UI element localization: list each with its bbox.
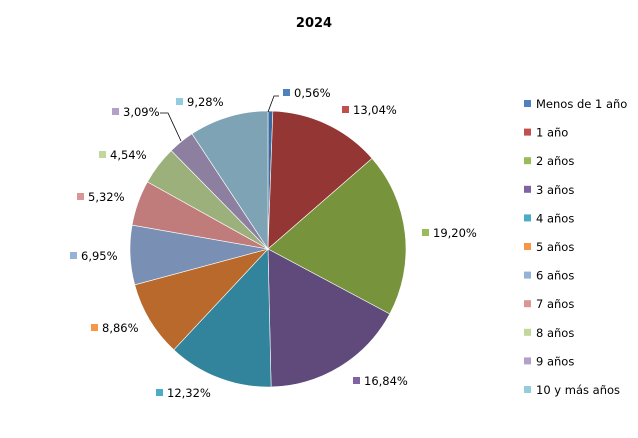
data-label: 13,04%: [353, 103, 397, 117]
legend-item: 10 y más años: [524, 383, 620, 397]
legend-item: 9 años: [524, 354, 574, 368]
legend-marker: [524, 214, 531, 222]
pie-slice-4: [173, 248, 272, 388]
data-label: 3,09%: [123, 105, 160, 119]
data-label-marker: [70, 252, 77, 259]
data-label-marker: [342, 106, 349, 113]
data-label: 9,28%: [187, 95, 224, 109]
pie-slice-1: [267, 110, 373, 250]
data-label-marker: [176, 98, 183, 105]
legend-label: 2 años: [536, 154, 574, 168]
pie-slice-3: [267, 248, 391, 388]
legend-marker: [524, 157, 531, 165]
data-label: 6,95%: [81, 249, 118, 263]
legend-marker: [524, 328, 531, 336]
legend-marker: [524, 100, 531, 107]
legend-item: 1 año: [524, 126, 568, 140]
data-label-marker: [283, 89, 290, 96]
data-label-marker: [77, 193, 84, 200]
leader-line: [267, 95, 279, 113]
data-label-marker: [353, 377, 360, 384]
legend-item: 5 años: [524, 240, 574, 254]
legend-label: 5 años: [536, 240, 574, 254]
data-label-marker: [99, 151, 106, 158]
leader-line: [160, 112, 182, 142]
legend-item: 4 años: [524, 211, 574, 225]
pie-slice-2: [267, 157, 407, 315]
legend-label: 4 años: [536, 211, 574, 225]
legend-marker: [524, 271, 531, 279]
legend-label: 8 años: [536, 326, 574, 340]
legend-marker: [524, 128, 531, 136]
data-label: 12,32%: [167, 386, 211, 400]
legend-label: 9 años: [536, 354, 574, 368]
legend-label: 3 años: [536, 183, 574, 197]
legend-label: Menos de 1 año: [536, 97, 627, 111]
chart-title: 2024: [296, 16, 332, 31]
data-label: 8,86%: [102, 321, 139, 335]
legend-marker: [524, 300, 531, 308]
data-label: 0,56%: [294, 86, 331, 100]
data-label: 16,84%: [364, 374, 408, 388]
legend-label: 7 años: [536, 297, 574, 311]
legend-item: 7 años: [524, 297, 574, 311]
legend-item: 8 años: [524, 326, 574, 340]
legend-label: 6 años: [536, 269, 574, 283]
legend-item: Menos de 1 año: [524, 97, 627, 111]
legend-label: 1 año: [536, 126, 568, 140]
data-label-marker: [422, 229, 429, 236]
legend-item: 2 años: [524, 154, 574, 168]
data-label-marker: [91, 324, 98, 331]
legend-item: 3 años: [524, 183, 574, 197]
data-label: 4,54%: [110, 148, 147, 162]
data-label: 5,32%: [88, 190, 125, 204]
data-label: 19,20%: [433, 226, 477, 240]
legend-marker: [524, 185, 531, 193]
legend-label: 10 y más años: [536, 383, 620, 397]
legend-item: 6 años: [524, 269, 574, 283]
legend-marker: [524, 243, 531, 250]
data-label-marker: [156, 389, 163, 396]
pie-slice-10: [191, 110, 269, 250]
data-label-marker: [112, 108, 119, 115]
legend-marker: [524, 386, 531, 393]
legend-marker: [524, 357, 531, 365]
